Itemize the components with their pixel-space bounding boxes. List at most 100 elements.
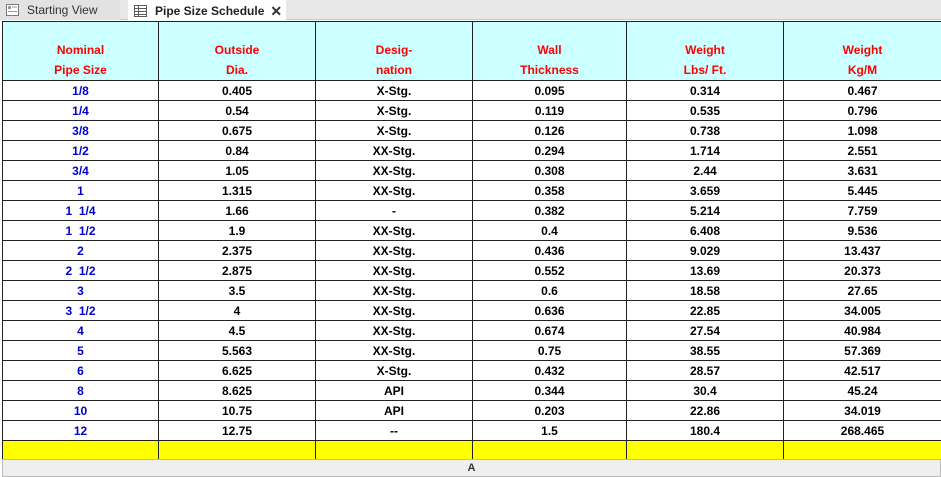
table-cell[interactable]: 0.4 bbox=[472, 220, 627, 241]
table-cell[interactable]: 0.675 bbox=[158, 120, 316, 141]
table-cell[interactable]: 0.636 bbox=[472, 300, 627, 321]
table-cell[interactable]: 0.552 bbox=[472, 260, 627, 281]
table-cell[interactable]: 0.314 bbox=[626, 80, 784, 101]
table-cell[interactable]: 42.517 bbox=[783, 360, 941, 381]
table-cell[interactable]: 2.875 bbox=[158, 260, 316, 281]
table-cell[interactable]: 2 bbox=[2, 240, 159, 261]
table-cell[interactable]: 10.75 bbox=[158, 400, 316, 421]
table-cell[interactable]: 0.119 bbox=[472, 100, 627, 121]
table-row[interactable]: 1/8 0.405 X-Stg. 0.095 0.314 0.467 bbox=[2, 80, 941, 101]
table-cell[interactable]: 12 bbox=[2, 420, 159, 441]
table-cell[interactable] bbox=[783, 440, 941, 461]
table-cell[interactable]: 28.57 bbox=[626, 360, 784, 381]
table-row[interactable]: 3 3.5 XX-Stg. 0.6 18.58 27.65 bbox=[2, 280, 941, 301]
table-cell[interactable]: -- bbox=[315, 420, 473, 441]
table-cell[interactable]: XX-Stg. bbox=[315, 280, 473, 301]
table-cell[interactable]: 0.126 bbox=[472, 120, 627, 141]
table-cell[interactable]: 0.535 bbox=[626, 100, 784, 121]
table-cell[interactable]: 4.5 bbox=[158, 320, 316, 341]
table-cell[interactable]: 45.24 bbox=[783, 380, 941, 401]
table-cell[interactable]: - bbox=[315, 200, 473, 221]
tab-starting-view[interactable]: Starting View bbox=[0, 0, 120, 20]
table-cell[interactable]: 5.445 bbox=[783, 180, 941, 201]
table-cell[interactable]: X-Stg. bbox=[315, 360, 473, 381]
table-cell[interactable]: 0.436 bbox=[472, 240, 627, 261]
table-cell[interactable]: 27.65 bbox=[783, 280, 941, 301]
highlight-row[interactable] bbox=[2, 440, 941, 461]
table-cell[interactable] bbox=[472, 440, 627, 461]
table-row[interactable]: 3/8 0.675 X-Stg. 0.126 0.738 1.098 bbox=[2, 120, 941, 141]
table-cell[interactable]: 7.759 bbox=[783, 200, 941, 221]
table-row[interactable]: 5 5.563 XX-Stg. 0.75 38.55 57.369 bbox=[2, 340, 941, 361]
table-cell[interactable]: 0.54 bbox=[158, 100, 316, 121]
table-row[interactable]: 1/4 0.54 X-Stg. 0.119 0.535 0.796 bbox=[2, 100, 941, 121]
table-cell[interactable] bbox=[315, 440, 473, 461]
table-cell[interactable]: 38.55 bbox=[626, 340, 784, 361]
table-cell[interactable]: 2.375 bbox=[158, 240, 316, 261]
table-cell[interactable] bbox=[158, 440, 316, 461]
table-cell[interactable]: 0.358 bbox=[472, 180, 627, 201]
column-header[interactable]: Weight Lbs/ Ft. bbox=[626, 21, 784, 81]
table-cell[interactable]: API bbox=[315, 400, 473, 421]
table-cell[interactable]: XX-Stg. bbox=[315, 140, 473, 161]
table-cell[interactable]: 0.382 bbox=[472, 200, 627, 221]
table-cell[interactable] bbox=[2, 440, 159, 461]
table-cell[interactable]: 34.019 bbox=[783, 400, 941, 421]
table-cell[interactable]: XX-Stg. bbox=[315, 320, 473, 341]
table-cell[interactable]: XX-Stg. bbox=[315, 180, 473, 201]
table-cell[interactable]: XX-Stg. bbox=[315, 220, 473, 241]
table-cell[interactable]: 13.69 bbox=[626, 260, 784, 281]
table-cell[interactable]: 34.005 bbox=[783, 300, 941, 321]
table-row[interactable]: 1 1/2 1.9 XX-Stg. 0.4 6.408 9.536 bbox=[2, 220, 941, 241]
table-cell[interactable]: 0.6 bbox=[472, 280, 627, 301]
column-header[interactable]: Outside Dia. bbox=[158, 21, 316, 81]
table-row[interactable]: 10 10.75 API 0.203 22.86 34.019 bbox=[2, 400, 941, 421]
table-cell[interactable]: 3.659 bbox=[626, 180, 784, 201]
table-cell[interactable]: 0.095 bbox=[472, 80, 627, 101]
table-cell[interactable]: 1.5 bbox=[472, 420, 627, 441]
table-cell[interactable]: 3 1/2 bbox=[2, 300, 159, 321]
table-cell[interactable]: 5.563 bbox=[158, 340, 316, 361]
table-cell[interactable]: 13.437 bbox=[783, 240, 941, 261]
column-header[interactable]: Weight Kg/M bbox=[783, 21, 941, 81]
table-cell[interactable]: 22.86 bbox=[626, 400, 784, 421]
column-header[interactable]: Wall Thickness bbox=[472, 21, 627, 81]
table-cell[interactable]: 18.58 bbox=[626, 280, 784, 301]
table-row[interactable]: 4 4.5 XX-Stg. 0.674 27.54 40.984 bbox=[2, 320, 941, 341]
table-cell[interactable]: 0.405 bbox=[158, 80, 316, 101]
close-icon[interactable]: ✕ bbox=[270, 2, 283, 19]
table-cell[interactable]: 0.467 bbox=[783, 80, 941, 101]
table-cell[interactable]: 8.625 bbox=[158, 380, 316, 401]
table-cell[interactable]: 2.44 bbox=[626, 160, 784, 181]
table-cell[interactable]: 1 bbox=[2, 180, 159, 201]
table-row[interactable]: 1/2 0.84 XX-Stg. 0.294 1.714 2.551 bbox=[2, 140, 941, 161]
table-cell[interactable]: 4 bbox=[158, 300, 316, 321]
table-row[interactable]: 2 2.375 XX-Stg. 0.436 9.029 13.437 bbox=[2, 240, 941, 261]
table-cell[interactable]: 0.796 bbox=[783, 100, 941, 121]
table-cell[interactable]: 0.738 bbox=[626, 120, 784, 141]
table-cell[interactable]: 0.75 bbox=[472, 340, 627, 361]
table-cell[interactable]: 12.75 bbox=[158, 420, 316, 441]
table-cell[interactable]: 1.05 bbox=[158, 160, 316, 181]
table-cell[interactable]: 6 bbox=[2, 360, 159, 381]
table-cell[interactable]: XX-Stg. bbox=[315, 160, 473, 181]
table-row[interactable]: 6 6.625 X-Stg. 0.432 28.57 42.517 bbox=[2, 360, 941, 381]
table-cell[interactable]: 57.369 bbox=[783, 340, 941, 361]
table-cell[interactable]: 9.536 bbox=[783, 220, 941, 241]
table-row[interactable]: 3 1/2 4 XX-Stg. 0.636 22.85 34.005 bbox=[2, 300, 941, 321]
table-cell[interactable]: 0.308 bbox=[472, 160, 627, 181]
table-cell[interactable]: 1.9 bbox=[158, 220, 316, 241]
table-cell[interactable]: 1.66 bbox=[158, 200, 316, 221]
table-cell[interactable]: 1/8 bbox=[2, 80, 159, 101]
table-cell[interactable]: XX-Stg. bbox=[315, 240, 473, 261]
table-cell[interactable]: 3 bbox=[2, 280, 159, 301]
table-row[interactable]: 3/4 1.05 XX-Stg. 0.308 2.44 3.631 bbox=[2, 160, 941, 181]
table-cell[interactable]: 268.465 bbox=[783, 420, 941, 441]
table-cell[interactable]: 3.631 bbox=[783, 160, 941, 181]
table-cell[interactable]: 1.714 bbox=[626, 140, 784, 161]
column-header[interactable]: Nominal Pipe Size bbox=[2, 21, 159, 81]
table-cell[interactable]: XX-Stg. bbox=[315, 260, 473, 281]
table-cell[interactable]: 6.625 bbox=[158, 360, 316, 381]
table-cell[interactable]: XX-Stg. bbox=[315, 300, 473, 321]
table-cell[interactable]: 5.214 bbox=[626, 200, 784, 221]
